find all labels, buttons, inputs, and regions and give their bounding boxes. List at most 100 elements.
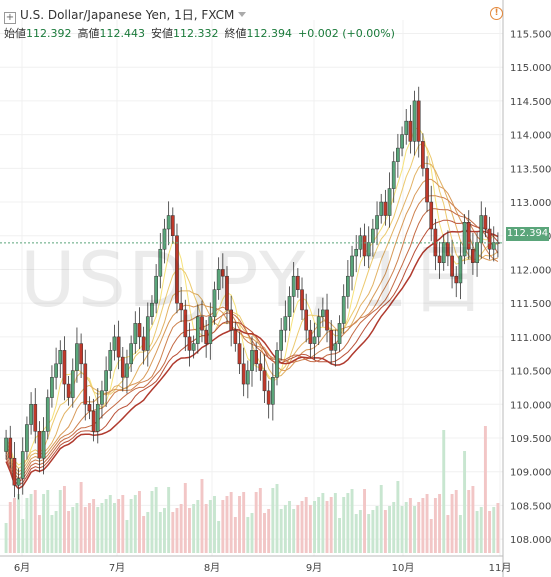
- candle: [108, 350, 113, 371]
- candle: [333, 343, 338, 351]
- time-axis[interactable]: 6月 7月 8月 9月 10月 11月: [14, 562, 512, 574]
- volume-bar: [375, 506, 379, 553]
- volume-bar: [467, 490, 471, 553]
- candle: [379, 201, 384, 216]
- volume-bar: [150, 491, 154, 553]
- volume-bar: [400, 506, 404, 553]
- chevron-down-icon[interactable]: [238, 12, 247, 17]
- y-tick-label: 111.000: [510, 333, 551, 344]
- volume-bar: [67, 511, 71, 553]
- x-tick-label: 9月: [306, 562, 322, 574]
- volume-bar: [112, 503, 116, 553]
- volume-bar: [54, 511, 58, 553]
- volume-bar: [383, 510, 387, 553]
- candle: [191, 343, 196, 351]
- candle: [462, 222, 467, 257]
- volume-bar: [108, 495, 112, 553]
- volume-bar: [275, 484, 279, 553]
- volume-bar: [58, 490, 62, 553]
- volume-bar: [4, 523, 8, 553]
- volume-bar: [42, 494, 46, 553]
- candle: [296, 275, 300, 290]
- volume-bar: [217, 521, 221, 553]
- candle: [483, 215, 488, 230]
- volume-bar: [125, 520, 129, 553]
- candle: [271, 377, 275, 405]
- candle: [216, 269, 221, 290]
- high-value: 112.443: [99, 27, 146, 40]
- volume-bar: [354, 514, 358, 553]
- volume-bar: [271, 488, 275, 553]
- volume-bar: [379, 485, 383, 553]
- candle: [446, 242, 450, 257]
- moving-average-line: [5, 230, 499, 490]
- y-tick-label: 108.000: [510, 535, 551, 546]
- candle: [150, 302, 154, 317]
- volume-bar: [221, 500, 225, 553]
- volume-bar: [33, 490, 37, 553]
- volume-bar: [263, 513, 266, 553]
- candle: [312, 336, 317, 344]
- volume-bar: [392, 502, 396, 553]
- volume-bar: [417, 502, 421, 553]
- volume-bar: [446, 515, 450, 553]
- candle: [104, 370, 108, 392]
- candle: [50, 377, 54, 398]
- candlesticks[interactable]: [4, 86, 500, 500]
- alert-icon[interactable]: !: [490, 7, 503, 20]
- candle: [170, 215, 175, 236]
- candle: [316, 316, 321, 338]
- volume-bar: [188, 508, 191, 553]
- volume-bar: [483, 426, 487, 553]
- volume-bar: [37, 515, 41, 553]
- candle: [166, 215, 171, 230]
- candle: [308, 329, 313, 344]
- candle: [258, 363, 263, 371]
- candle: [208, 316, 213, 344]
- y-tick-label: 111.500: [510, 299, 551, 310]
- candle: [471, 248, 475, 263]
- candle: [133, 323, 138, 344]
- volume-bar: [29, 494, 33, 553]
- volume-bar: [200, 479, 204, 553]
- candle: [41, 431, 46, 459]
- candle: [254, 350, 259, 365]
- volume-bar: [404, 502, 408, 553]
- price-axis[interactable]: 115.500 115.000 114.500 114.000 113.500 113.0…: [510, 29, 551, 546]
- y-tick-label: 115.500: [510, 29, 551, 40]
- volume-bar: [258, 488, 262, 553]
- candle: [400, 134, 404, 149]
- volume-bar: [246, 517, 250, 553]
- candle: [79, 343, 83, 365]
- change-value: +0.002 (+0.00%): [298, 27, 395, 40]
- volume-bar: [367, 514, 371, 553]
- candle: [66, 383, 71, 398]
- volume-bar: [421, 498, 425, 553]
- volume-bar: [62, 486, 66, 553]
- candle: [300, 289, 304, 311]
- y-tick-label: 109.000: [510, 468, 551, 479]
- candle: [112, 336, 117, 351]
- expand-icon[interactable]: +: [4, 12, 16, 24]
- volume-bar: [438, 494, 442, 553]
- x-tick-label: 11月: [489, 562, 512, 574]
- volume-bar: [346, 493, 350, 553]
- y-tick-label: 109.500: [510, 434, 551, 445]
- candle: [329, 329, 334, 351]
- candle: [62, 350, 67, 385]
- candle: [454, 275, 459, 284]
- candle: [354, 248, 359, 257]
- candle: [162, 228, 167, 250]
- candle: [287, 296, 292, 317]
- volume-bar: [496, 503, 500, 553]
- candle: [387, 188, 392, 216]
- candle: [54, 363, 58, 378]
- candle: [412, 100, 417, 142]
- volume-bar: [179, 504, 183, 553]
- volume-bar: [8, 502, 12, 553]
- chart-title[interactable]: U.S. Dollar/Japanese Yen, 1日, FXCM: [20, 8, 235, 22]
- volume-bar: [133, 495, 137, 553]
- volume-bar: [96, 507, 100, 553]
- x-tick-label: 7月: [109, 562, 125, 574]
